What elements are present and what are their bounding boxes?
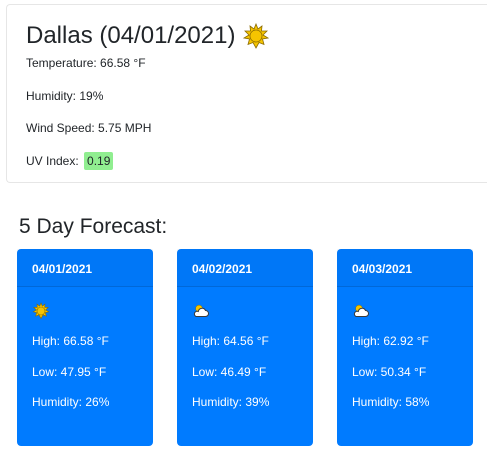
forecast-humidity: Humidity: 39% (192, 395, 270, 409)
forecast-card: 04/03/2021 High: 62.92 °F Low: 50.34 °F … (337, 249, 473, 446)
city-title: Dallas (04/01/2021) (26, 22, 270, 50)
forecast-date: 04/02/2021 (177, 249, 313, 287)
humidity-text: Humidity: 19% (26, 89, 104, 103)
forecast-date: 04/01/2021 (17, 249, 153, 287)
uv-index-row: UV Index: 0.19 (26, 152, 114, 170)
uv-index-label: UV Index: (26, 154, 79, 168)
wind-speed-text: Wind Speed: 5.75 MPH (26, 121, 152, 135)
forecast-humidity: Humidity: 58% (352, 395, 430, 409)
sun-icon (32, 302, 50, 320)
forecast-high: High: 64.56 °F (192, 334, 269, 348)
city-title-text: Dallas (04/01/2021) (26, 22, 236, 49)
temperature-text: Temperature: 66.58 °F (26, 56, 146, 70)
current-weather-card: Dallas (04/01/2021) Temperature: 66.58 °… (6, 4, 487, 183)
uv-index-badge: 0.19 (84, 152, 114, 170)
forecast-low: Low: 46.49 °F (192, 365, 267, 379)
forecast-card: 04/01/2021 High: 66.58 °F Low: 47.95 °F … (17, 249, 153, 446)
forecast-high: High: 66.58 °F (32, 334, 109, 348)
forecast-heading: 5 Day Forecast: (19, 215, 168, 238)
partly-cloudy-icon (193, 304, 209, 317)
partly-cloudy-icon (353, 304, 369, 317)
forecast-low: Low: 50.34 °F (352, 365, 427, 379)
forecast-low: Low: 47.95 °F (32, 365, 107, 379)
forecast-date: 04/03/2021 (337, 249, 473, 287)
forecast-high: High: 62.92 °F (352, 334, 429, 348)
sun-icon (243, 23, 270, 49)
forecast-card: 04/02/2021 High: 64.56 °F Low: 46.49 °F … (177, 249, 313, 446)
forecast-humidity: Humidity: 26% (32, 395, 110, 409)
